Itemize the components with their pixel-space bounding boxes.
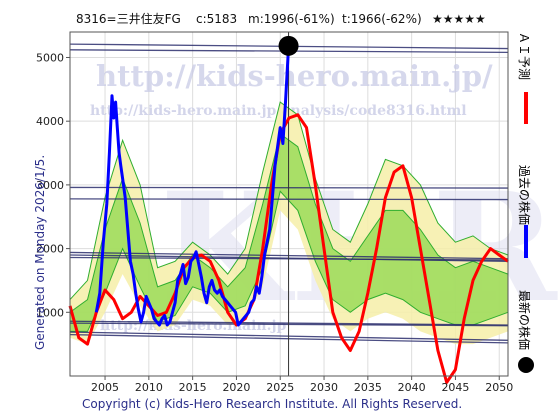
x-tick-label: 2005 — [91, 381, 119, 394]
x-tick-label: 2035 — [354, 381, 382, 394]
x-tick-label: 2050 — [485, 381, 513, 394]
header-rating: ★★★★★ — [432, 12, 486, 26]
x-tick-label: 2040 — [398, 381, 426, 394]
legend-past-label: 過去の株価 — [517, 165, 532, 225]
legend-ai-label: ＡＩ予測 — [517, 32, 531, 80]
series-layer — [68, 45, 509, 384]
latest-price-marker — [278, 35, 299, 56]
y-tick-label: 1000 — [36, 306, 64, 319]
marker-layer — [278, 35, 299, 56]
x-tick-label: 2025 — [266, 381, 294, 394]
plot-border — [69, 31, 509, 377]
legend-latest-swatch — [518, 357, 534, 373]
series-past-price — [94, 45, 291, 327]
x-tick-label: 2030 — [310, 381, 338, 394]
y-tick-label: 3000 — [36, 179, 64, 192]
copyright-text: Copyright (c) Kids-Hero Research Institu… — [82, 397, 462, 411]
header-trough: t:1966(-62%) — [342, 12, 422, 26]
y-tick-label: 5000 — [36, 51, 64, 64]
header-max: m:1996(-61%) — [248, 12, 335, 26]
generated-date-label: Generated on Monday 2026/1/5. — [33, 155, 47, 350]
x-tick-label: 2045 — [441, 381, 469, 394]
header-current: c:5183 — [196, 12, 237, 26]
series-ai-prediction — [68, 113, 509, 384]
y-tick-label: 2000 — [36, 243, 64, 256]
x-tick-label: 2010 — [135, 381, 163, 394]
x-tick-label: 2020 — [222, 381, 250, 394]
watermark-url: http://kids-hero.main.jp/ — [96, 59, 493, 93]
legend-latest-label: 最新の株価 — [517, 290, 532, 350]
x-tick-label: 2015 — [179, 381, 207, 394]
legend: ＡＩ予測 過去の株価 最新の株価 — [517, 32, 534, 373]
y-axis-ticks: 1000 2000 3000 4000 5000 — [36, 51, 70, 319]
header-ticker: 8316=三井住友FG — [76, 12, 181, 26]
y-tick-label: 4000 — [36, 115, 64, 128]
watermark-lower-url: http://kids-hero.main.jp — [100, 318, 287, 334]
x-axis-ticks: 2005 2010 2015 2020 2025 2030 2035 2040 2045 2050 — [91, 376, 513, 394]
